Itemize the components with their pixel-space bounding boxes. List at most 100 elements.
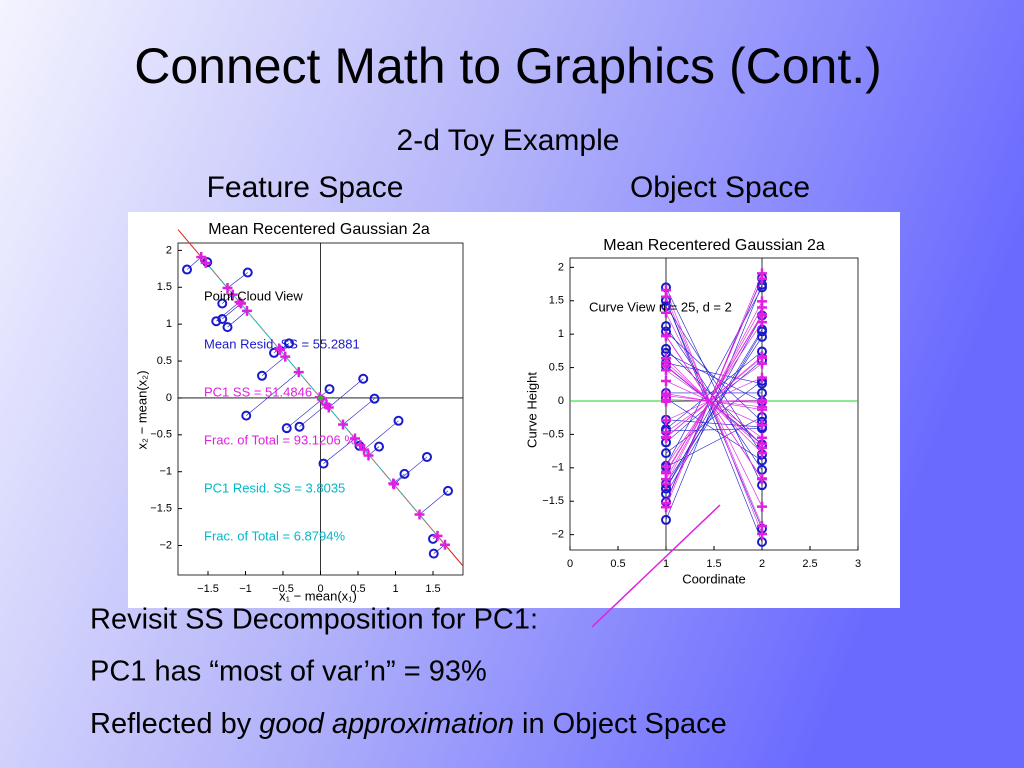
data-point: [757, 317, 767, 328]
data-point: [318, 458, 329, 469]
curve: [665, 289, 763, 535]
x-tick-label: 2.5: [802, 558, 817, 570]
residual-line: [342, 398, 375, 425]
data-point: [242, 267, 253, 278]
residual-line: [433, 544, 446, 554]
data-point: [757, 448, 767, 459]
data-point: [236, 298, 246, 309]
x-tick-label: 0: [317, 583, 323, 595]
annotation: PC1 Resid. SS = 3.8035: [204, 480, 345, 495]
curve: [665, 358, 763, 454]
y-tick-label: 0.5: [549, 361, 564, 373]
curve: [665, 299, 763, 543]
residual-line: [363, 420, 399, 450]
data-point: [234, 297, 245, 308]
y-tick-label: −1: [551, 462, 564, 474]
curve: [665, 331, 763, 422]
residual-line: [323, 438, 356, 464]
curve: [665, 398, 763, 461]
data-point: [661, 353, 671, 364]
x-tick-label: 1.5: [706, 558, 721, 570]
data-point: [757, 528, 767, 539]
data-point: [363, 450, 374, 461]
curve: [665, 321, 763, 467]
x-tick-label: 0: [567, 558, 573, 570]
data-point: [661, 285, 671, 296]
annotation: Frac. of Total = 6.8794%: [204, 528, 345, 543]
curve: [665, 377, 763, 421]
data-point: [257, 370, 267, 381]
data-point: [661, 396, 671, 407]
data-point: [355, 440, 366, 451]
y-tick-label: −2: [551, 529, 564, 541]
data-point: [196, 252, 207, 263]
data-point: [661, 502, 671, 513]
annotation: Curve View n = 25, d = 2: [589, 299, 732, 314]
curve: [665, 416, 763, 468]
data-point: [324, 384, 335, 395]
data-point: [661, 330, 671, 341]
residual-line: [186, 256, 202, 270]
data-point: [414, 509, 425, 520]
data-point: [440, 539, 450, 550]
x-tick-label: 3: [855, 558, 861, 570]
curve: [665, 395, 763, 408]
data-point: [321, 399, 332, 410]
data-point: [661, 514, 671, 525]
curve: [665, 315, 763, 472]
curve: [665, 370, 763, 438]
y-tick-label: 0: [558, 395, 564, 407]
residual-line: [222, 294, 233, 304]
data-point: [281, 423, 292, 434]
curve: [665, 352, 763, 402]
data-point: [757, 474, 767, 485]
curve: [665, 365, 763, 444]
data-point: [757, 420, 767, 431]
y-tick-label: 1.5: [157, 281, 172, 293]
data-point: [222, 322, 233, 333]
x-tick-label: 0.5: [350, 583, 365, 595]
data-point: [399, 468, 410, 479]
x-tick-label: 0.5: [610, 558, 625, 570]
data-point: [217, 313, 228, 324]
data-point: [661, 415, 671, 426]
chart-title: Mean Recentered Gaussian 2a: [208, 221, 430, 238]
data-point: [227, 289, 238, 300]
data-point: [338, 419, 348, 430]
residual-line: [328, 378, 364, 408]
data-point: [757, 372, 767, 383]
data-point: [374, 441, 384, 452]
bullet-part: good approximation: [259, 708, 514, 740]
curve: [665, 335, 763, 480]
curve: [665, 393, 763, 410]
data-point: [200, 257, 211, 268]
y-tick-label: −0.5: [542, 428, 564, 440]
data-point: [241, 410, 252, 421]
y-tick-label: 1: [558, 328, 564, 340]
curve: [665, 355, 763, 438]
data-point: [280, 351, 291, 362]
data-point: [242, 305, 252, 316]
data-point: [389, 479, 399, 490]
chart-title: Mean Recentered Gaussian 2a: [603, 237, 825, 254]
origin: [318, 395, 323, 401]
residual-line: [286, 399, 323, 429]
data-point: [284, 338, 294, 349]
x-tick-label: 1.5: [425, 583, 440, 595]
data-point: [350, 433, 360, 444]
panel-label: Object Space: [630, 171, 810, 204]
residual-line: [393, 456, 428, 485]
data-point: [661, 448, 671, 459]
residual-line: [216, 301, 240, 322]
y-tick-label: 2: [558, 261, 564, 273]
residual-line: [419, 490, 449, 515]
projection-line: [320, 397, 446, 545]
data-point: [661, 461, 671, 472]
annotation: Point Cloud View: [204, 288, 303, 303]
data-point: [757, 268, 767, 279]
data-point: [661, 321, 671, 332]
residual-line: [246, 371, 299, 416]
y-tick-label: −0.5: [150, 429, 172, 441]
y-tick-label: −2: [159, 539, 172, 551]
